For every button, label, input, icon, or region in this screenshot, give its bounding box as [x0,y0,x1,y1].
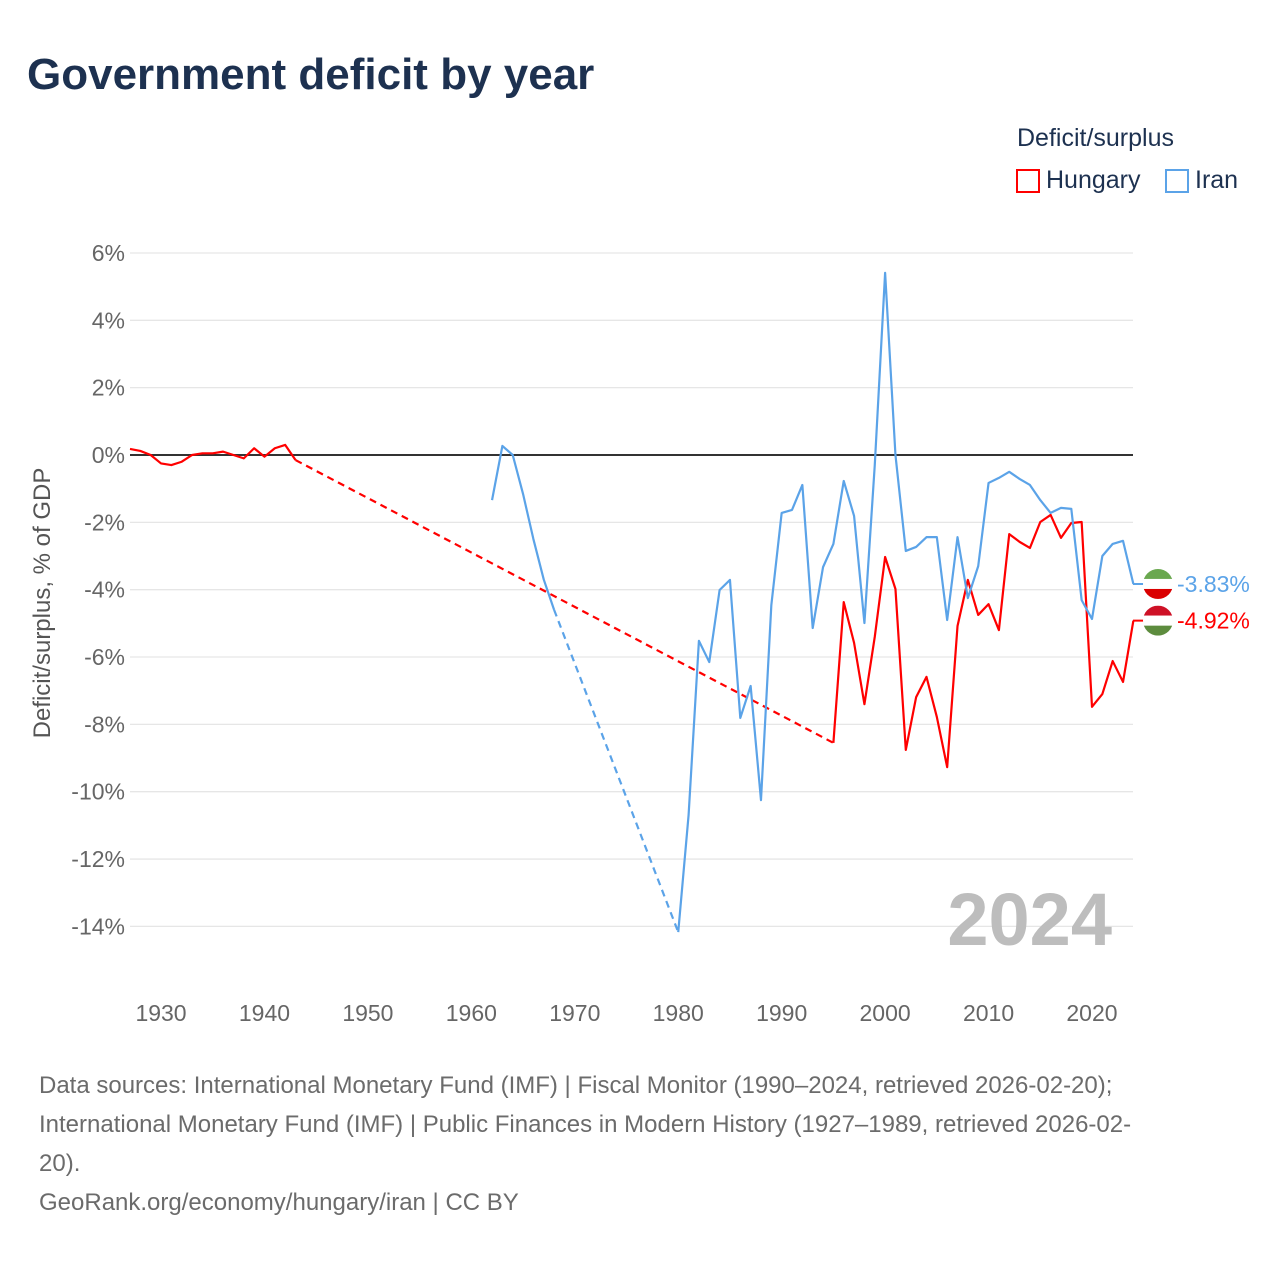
legend-label-hungary: Hungary [1046,166,1141,194]
end-value-label-iran: -3.83% [1177,571,1250,597]
y-tick-label: -12% [71,846,125,872]
y-tick-label: 4% [92,307,125,333]
y-tick-label: -14% [71,913,125,939]
x-tick-label: 1960 [446,1000,497,1026]
y-tick-label: -10% [71,779,125,805]
legend-title: Deficit/surplus [1017,124,1174,152]
x-tick-label: 2010 [963,1000,1014,1026]
legend-swatch-iran [1165,168,1189,193]
end-value-label-hungary: -4.92% [1177,608,1250,634]
footer-sources-2: International Monetary Fund (IMF) | Publ… [39,1111,1132,1138]
series-gap-iran [553,609,680,933]
footer-sources-1: Data sources: International Monetary Fun… [39,1072,1113,1099]
hungary-flag-icon [1143,605,1173,636]
footer-sources-3: 20). [39,1150,81,1177]
y-tick-label: -2% [84,509,125,535]
x-tick-label: 2000 [860,1000,911,1026]
series-line-iran [490,444,556,611]
y-tick-label: 6% [92,240,125,266]
iran-flag-icon [1143,568,1173,599]
series-line-hungary [129,443,297,467]
y-tick-label: -4% [84,577,125,603]
x-tick-label: 1940 [239,1000,290,1026]
y-tick-label: 0% [92,442,125,468]
y-axis-label: Deficit/surplus, % of GDP [29,468,56,739]
legend-swatch-hungary [1016,168,1040,193]
x-tick-label: 1930 [135,1000,186,1026]
series-line-iran [677,271,1135,933]
x-tick-label: 2020 [1066,1000,1117,1026]
legend-label-iran: Iran [1195,166,1239,194]
chart-title: Government deficit by year [27,50,595,99]
footer-attribution[interactable]: GeoRank.org/economy/hungary/iran | CC BY [39,1189,519,1216]
line-chart: 6% 4% 2% 0% -2% -4% -6% -8% -10% -12% -14% 1930 1940… [29,240,1250,1026]
legend-item-iran[interactable]: Iran [1165,166,1238,195]
series-gap-hungary [294,459,834,744]
x-tick-label: 1950 [342,1000,393,1026]
series-line-hungary [832,513,1135,769]
y-tick-label: -8% [84,711,125,737]
year-watermark: 2024 [947,878,1112,961]
x-tick-label: 1990 [756,1000,807,1026]
y-tick-label: 2% [92,375,125,401]
x-tick-label: 1970 [549,1000,600,1026]
x-tick-label: 1980 [653,1000,704,1026]
y-tick-label: -6% [84,644,125,670]
legend-item-hungary[interactable]: Hungary [1016,166,1141,195]
